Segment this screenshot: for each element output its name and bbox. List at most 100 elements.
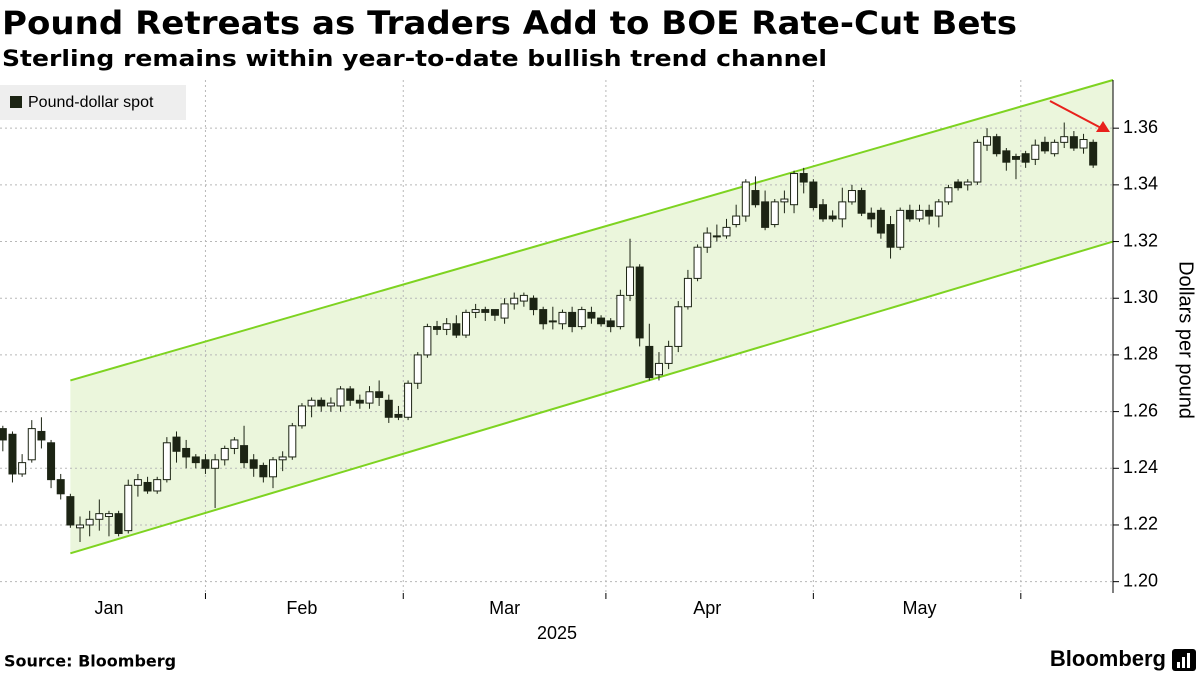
candle-body: [423, 326, 432, 356]
candle-body: [896, 209, 905, 248]
candle-body: [606, 320, 615, 328]
candle-body: [365, 391, 374, 404]
candle-body: [133, 479, 142, 486]
candle-body: [8, 433, 17, 475]
candle-body: [519, 294, 528, 302]
candle-body: [693, 246, 702, 279]
logo-icon-bar: [1187, 653, 1190, 668]
candle-body: [568, 311, 577, 328]
candle-body: [288, 425, 297, 458]
candle-body: [1040, 141, 1049, 152]
x-tick-label: Apr: [693, 598, 721, 618]
candle-body: [76, 524, 85, 529]
candle-body: [510, 297, 519, 305]
candle-body: [355, 399, 364, 404]
candle-body: [1021, 153, 1030, 163]
candle-body: [1069, 136, 1078, 149]
y-tick-label: 1.20: [1123, 570, 1158, 590]
logo-icon-bar: [1177, 662, 1180, 668]
candle-body: [905, 209, 914, 220]
candle-body: [558, 311, 567, 325]
candle-body: [461, 311, 470, 336]
candle-body: [934, 201, 943, 217]
candle-body: [471, 309, 480, 313]
candle-body: [172, 436, 181, 452]
plot-area: 1.20 1.22 1.24 1.26 1.28 1.30 1.32 1.34 1.36 Jan F…: [0, 79, 1158, 618]
candle-body: [761, 201, 770, 228]
candle-body: [0, 428, 7, 441]
candle-body: [597, 317, 606, 325]
x-tick-label: May: [902, 598, 936, 618]
candle-body: [645, 345, 654, 379]
chart-subtitle: Sterling remains within year-to-date bul…: [2, 47, 827, 72]
chart-title: Pound Retreats as Traders Add to BOE Rat…: [2, 4, 1017, 42]
candle-body: [346, 388, 355, 401]
candle-body: [654, 362, 663, 376]
candle-body: [191, 456, 200, 464]
candle-body: [240, 445, 249, 464]
candle-body: [529, 297, 538, 311]
candle-body: [809, 181, 818, 209]
y-tick-label: 1.36: [1123, 117, 1158, 137]
candle-body: [954, 181, 963, 189]
candle-body: [104, 513, 113, 517]
candle-body: [751, 190, 760, 206]
y-axis-title: Dollars per pound: [1175, 261, 1197, 419]
candle-body: [847, 190, 856, 203]
candle-body: [490, 309, 499, 316]
candle-body: [317, 399, 326, 407]
y-tick-label: 1.24: [1123, 457, 1158, 477]
legend-label: Pound-dollar spot: [28, 94, 154, 111]
candle-body: [944, 187, 953, 203]
y-tick-label: 1.28: [1123, 344, 1158, 364]
x-axis-title: 2025: [537, 623, 577, 643]
candle-body: [915, 209, 924, 220]
candle-body: [1011, 156, 1020, 160]
candle-body: [326, 402, 335, 407]
candle-body: [47, 442, 56, 481]
legend-swatch: [10, 96, 22, 108]
x-tick-label: Mar: [489, 598, 520, 618]
candle-body: [992, 136, 1001, 155]
candle-body: [394, 413, 403, 418]
candle-body: [876, 209, 885, 234]
candle-body: [799, 173, 808, 183]
candle-body: [722, 226, 731, 237]
candle-body: [973, 141, 982, 183]
candle-body: [963, 181, 972, 186]
candle-body: [770, 201, 779, 226]
candle-body: [201, 459, 210, 469]
candle-body: [1079, 139, 1088, 149]
candle-body: [587, 311, 596, 319]
candle-body: [626, 266, 635, 296]
candle-body: [838, 201, 847, 220]
candle-body: [230, 439, 239, 449]
candle-body: [153, 479, 162, 492]
channel-line: [70, 240, 1114, 555]
candle-body: [162, 442, 171, 481]
y-tick-label: 1.32: [1123, 230, 1158, 250]
candle-body: [867, 212, 876, 220]
logo-icon-bar: [1182, 657, 1185, 668]
candle-body: [384, 399, 393, 418]
candle-body: [683, 277, 692, 308]
candle-body: [481, 309, 490, 313]
candle-body: [741, 181, 750, 217]
candle-body: [114, 513, 123, 534]
candle-body: [577, 309, 586, 328]
source: Source: Bloomberg: [4, 652, 176, 671]
candle-body: [452, 323, 461, 336]
y-tick-label: 1.30: [1123, 287, 1158, 307]
candle-body: [780, 198, 789, 203]
candle-body: [635, 266, 644, 339]
candle-body: [674, 306, 683, 347]
candle-body: [1089, 141, 1098, 166]
candle-body: [703, 232, 712, 248]
candle-body: [143, 481, 152, 492]
candle-body: [1002, 150, 1011, 163]
candle-body: [95, 513, 104, 520]
candle-body: [1050, 141, 1059, 155]
candle-body: [18, 462, 27, 475]
candle-body: [220, 447, 229, 461]
